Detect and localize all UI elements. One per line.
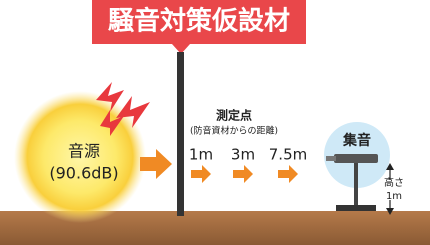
diagram: 騒音対策仮設材 音源 (90.6dB) 測定点 (防音資材からの距離) 1m 3m… — [0, 0, 430, 245]
distance-label: 7.5m — [269, 146, 307, 164]
barrier-pole — [177, 52, 184, 216]
measurement-subtitle: (防音資材からの距離) — [190, 125, 278, 137]
height-value: 1m — [386, 191, 402, 202]
source-label: 音源 — [68, 142, 100, 161]
mic-label: 集音 — [342, 132, 371, 149]
banner-title: 騒音対策仮設材 — [108, 6, 290, 37]
measurement-title: 測定点 — [216, 108, 252, 123]
distance-label: 3m — [231, 146, 255, 164]
distance-label: 1m — [189, 146, 213, 164]
source-level: (90.6dB) — [49, 164, 118, 183]
height-label: 高さ — [384, 176, 404, 189]
